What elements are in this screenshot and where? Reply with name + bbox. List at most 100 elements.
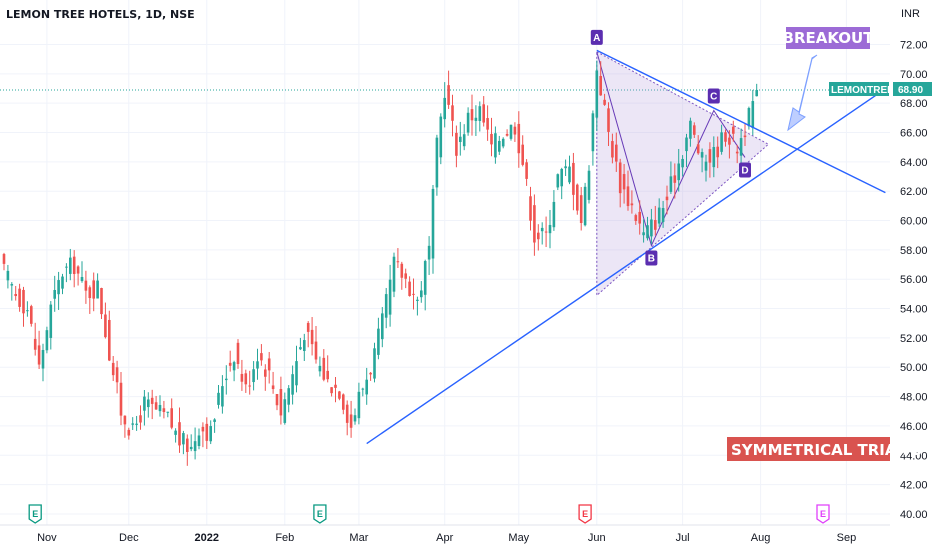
candle-body (420, 290, 423, 298)
candle-body (517, 123, 521, 154)
breakout-callout[interactable] (786, 27, 870, 49)
candle-body (568, 166, 571, 183)
earnings-marker[interactable] (816, 504, 830, 524)
pattern-point-a[interactable] (590, 29, 603, 45)
candle-body (158, 405, 162, 412)
earnings-marker-label: E (317, 509, 323, 519)
x-tick-label: Jun (588, 532, 606, 544)
candle-body (236, 342, 240, 365)
candle-body (353, 415, 357, 422)
x-tick-label: Dec (119, 532, 139, 544)
pattern-point-label: A (593, 33, 600, 44)
candle-body (96, 280, 99, 299)
candle-body (342, 394, 345, 410)
candle-body (267, 358, 271, 371)
candle-body (326, 370, 329, 380)
candle-body (474, 117, 478, 121)
chart-title: LEMON TREE HOTELS, 1D, NSE (6, 8, 195, 21)
candle-body (447, 85, 450, 105)
candle-body (357, 391, 361, 419)
candle-body (591, 113, 595, 152)
pattern-banner-label: SYMMETRICAL TRIANG (731, 441, 921, 459)
candle-body (755, 89, 758, 97)
support-trendline[interactable] (366, 90, 882, 445)
y-tick-label: 48.00 (900, 392, 928, 404)
candle-body (521, 144, 524, 165)
pattern-point-c[interactable] (707, 88, 720, 104)
candle-body (322, 357, 326, 380)
symbol-tag: LEMONTREE (831, 85, 894, 96)
candle-body (615, 144, 618, 162)
candle-body (626, 186, 630, 207)
last-price-marker[interactable]: LEMONTREE 68.90 (829, 82, 932, 96)
candle-body (6, 270, 10, 281)
candle-body (669, 176, 673, 192)
candle-body (685, 137, 688, 152)
x-tick-label: Aug (751, 532, 771, 544)
candle-body (283, 399, 287, 423)
last-price-tag: 68.90 (898, 85, 923, 96)
candle-body (470, 109, 474, 121)
candle-series (2, 60, 758, 466)
candle-body (611, 141, 614, 158)
candle-body (100, 288, 103, 315)
candle-body (72, 256, 76, 275)
candle-body (728, 137, 731, 145)
candle-body (552, 201, 556, 228)
candle-body (131, 423, 134, 425)
earnings-marker[interactable] (313, 504, 327, 524)
candle-body (618, 162, 622, 194)
candle-body (225, 378, 228, 381)
earnings-marker[interactable] (578, 504, 592, 524)
y-tick-label: 46.00 (900, 421, 928, 433)
candle-body (665, 196, 669, 201)
x-tick-label: Nov (37, 532, 57, 544)
pattern-point-b[interactable] (645, 250, 658, 266)
candle-body (166, 411, 170, 413)
candle-body (10, 284, 14, 286)
candle-body (657, 207, 661, 224)
candle-body (630, 203, 634, 206)
candle-body (478, 106, 482, 121)
candle-body (303, 340, 306, 351)
candle-body (747, 108, 751, 127)
earnings-marker[interactable] (28, 504, 42, 524)
candle-body (712, 147, 716, 168)
candle-body (174, 430, 177, 435)
candle-body (501, 138, 505, 147)
breakout-label: BREAKOUT (783, 29, 875, 47)
y-tick-label: 40.00 (900, 509, 928, 521)
candle-body (221, 386, 224, 407)
candle-body (365, 379, 368, 395)
candle-body (57, 280, 60, 295)
candle-body (716, 146, 719, 158)
candle-body (252, 369, 255, 383)
candle-body (451, 105, 454, 121)
candle-body (529, 196, 532, 221)
candle-body (69, 257, 72, 274)
y-tick-label: 44.00 (900, 450, 928, 462)
candle-body (14, 294, 17, 297)
candle-body (439, 116, 443, 158)
x-tick-label: Jul (676, 532, 690, 544)
resistance-trendline[interactable] (596, 49, 886, 194)
candle-body (147, 399, 150, 408)
candle-body (37, 345, 41, 365)
y-tick-label: 56.00 (900, 274, 928, 286)
candle-body (572, 162, 575, 195)
y-tick-label: 62.00 (900, 186, 928, 198)
candle-body (22, 289, 25, 314)
candle-body (587, 170, 591, 200)
candle-body (205, 423, 209, 441)
candle-body (544, 231, 548, 233)
pattern-point-d[interactable] (739, 162, 751, 178)
candle-body (751, 101, 755, 129)
y-tick-label: 70.00 (900, 69, 928, 81)
pattern-banner[interactable] (727, 437, 890, 461)
candle-body (384, 294, 388, 318)
x-tick-label: Sep (837, 532, 857, 544)
candle-body (213, 419, 216, 422)
candle-body (642, 232, 645, 236)
candle-body (459, 136, 462, 143)
candle-body (377, 328, 380, 355)
